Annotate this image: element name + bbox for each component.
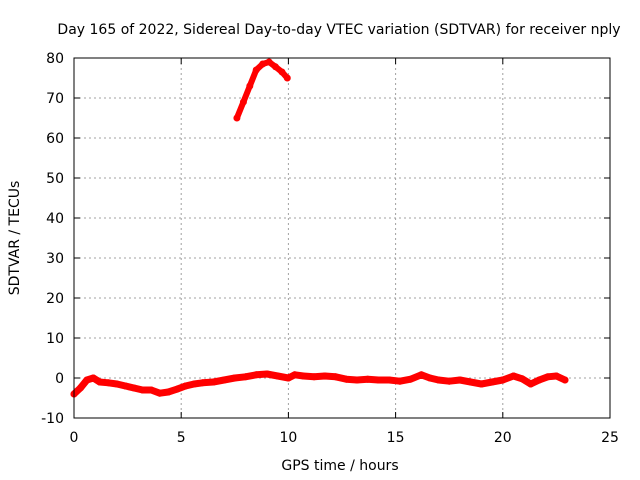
data-point [252, 66, 260, 74]
data-point [156, 389, 164, 397]
y-tick-label: 0 [55, 371, 64, 387]
data-point [252, 371, 260, 379]
data-point [299, 372, 307, 380]
y-tick-label: 30 [46, 251, 64, 267]
data-point [139, 386, 147, 394]
data-point [385, 376, 393, 384]
data-point [510, 372, 517, 380]
data-point [396, 377, 404, 385]
data-point [467, 378, 475, 386]
x-tick-label: 10 [279, 430, 297, 446]
data-point [220, 376, 228, 384]
data-point [263, 370, 271, 378]
y-axis-label: SDTVAR / TECUs [7, 181, 23, 296]
data-point [83, 376, 91, 384]
data-point [130, 384, 138, 392]
data-point [209, 378, 217, 386]
data-point [113, 380, 121, 388]
data-point [527, 380, 535, 388]
data-point [173, 385, 181, 393]
y-tick-label: 50 [46, 171, 64, 187]
data-point [89, 374, 97, 382]
data-point [499, 376, 507, 384]
series-main [70, 370, 569, 398]
data-point [310, 373, 318, 381]
data-point [544, 373, 552, 381]
data-point [477, 380, 485, 388]
data-point [246, 82, 254, 90]
data-point [353, 376, 361, 384]
x-tick-label: 0 [70, 430, 79, 446]
series-peak [233, 58, 291, 122]
data-series [70, 58, 569, 398]
data-point [284, 374, 292, 382]
y-tick-label: 60 [46, 131, 64, 147]
data-point [488, 378, 496, 386]
chart-title: Day 165 of 2022, Sidereal Day-to-day VTE… [57, 22, 620, 38]
data-point [283, 74, 291, 82]
y-tick-label: 20 [46, 291, 64, 307]
data-point [417, 371, 425, 379]
data-point [164, 388, 172, 396]
x-tick-label: 5 [177, 430, 186, 446]
data-point [239, 98, 247, 106]
data-point [278, 68, 286, 76]
data-point [456, 376, 464, 384]
y-tick-label: 70 [46, 91, 64, 107]
x-tick-label: 20 [494, 430, 512, 446]
data-point [321, 372, 329, 380]
grid-lines [74, 58, 610, 418]
data-point [182, 382, 189, 390]
data-point [265, 58, 273, 66]
data-point [407, 375, 415, 383]
data-point [435, 376, 442, 384]
x-tick-label: 25 [601, 430, 619, 446]
y-tick-label: 10 [46, 331, 64, 347]
data-point [242, 373, 249, 381]
data-point [445, 377, 453, 385]
data-point [76, 384, 84, 392]
data-point [147, 386, 155, 394]
data-point [535, 376, 543, 384]
data-point [233, 114, 241, 122]
axis-ticks: 0 5 10 15 20 25 -10 0 10 20 30 40 50 60 70 80 [41, 51, 619, 446]
data-point [104, 379, 112, 387]
data-point [291, 371, 299, 379]
data-point [231, 374, 239, 382]
data-point [332, 373, 340, 381]
data-point [199, 379, 207, 387]
data-point [272, 63, 279, 71]
data-point [190, 380, 198, 388]
x-axis-label: GPS time / hours [281, 458, 398, 474]
data-point [518, 375, 526, 383]
data-point [552, 372, 560, 380]
data-point [426, 374, 434, 382]
data-point [374, 376, 382, 384]
data-point [342, 375, 350, 383]
y-tick-label: 40 [46, 211, 64, 227]
data-point [364, 375, 372, 383]
data-point [259, 60, 267, 68]
plot-frame [73, 57, 611, 419]
x-tick-label: 15 [387, 430, 405, 446]
data-point [122, 382, 129, 390]
data-point [561, 376, 569, 384]
data-point [96, 378, 104, 386]
data-point [274, 372, 282, 380]
y-tick-label: -10 [41, 411, 64, 427]
y-tick-label: 80 [46, 51, 64, 67]
